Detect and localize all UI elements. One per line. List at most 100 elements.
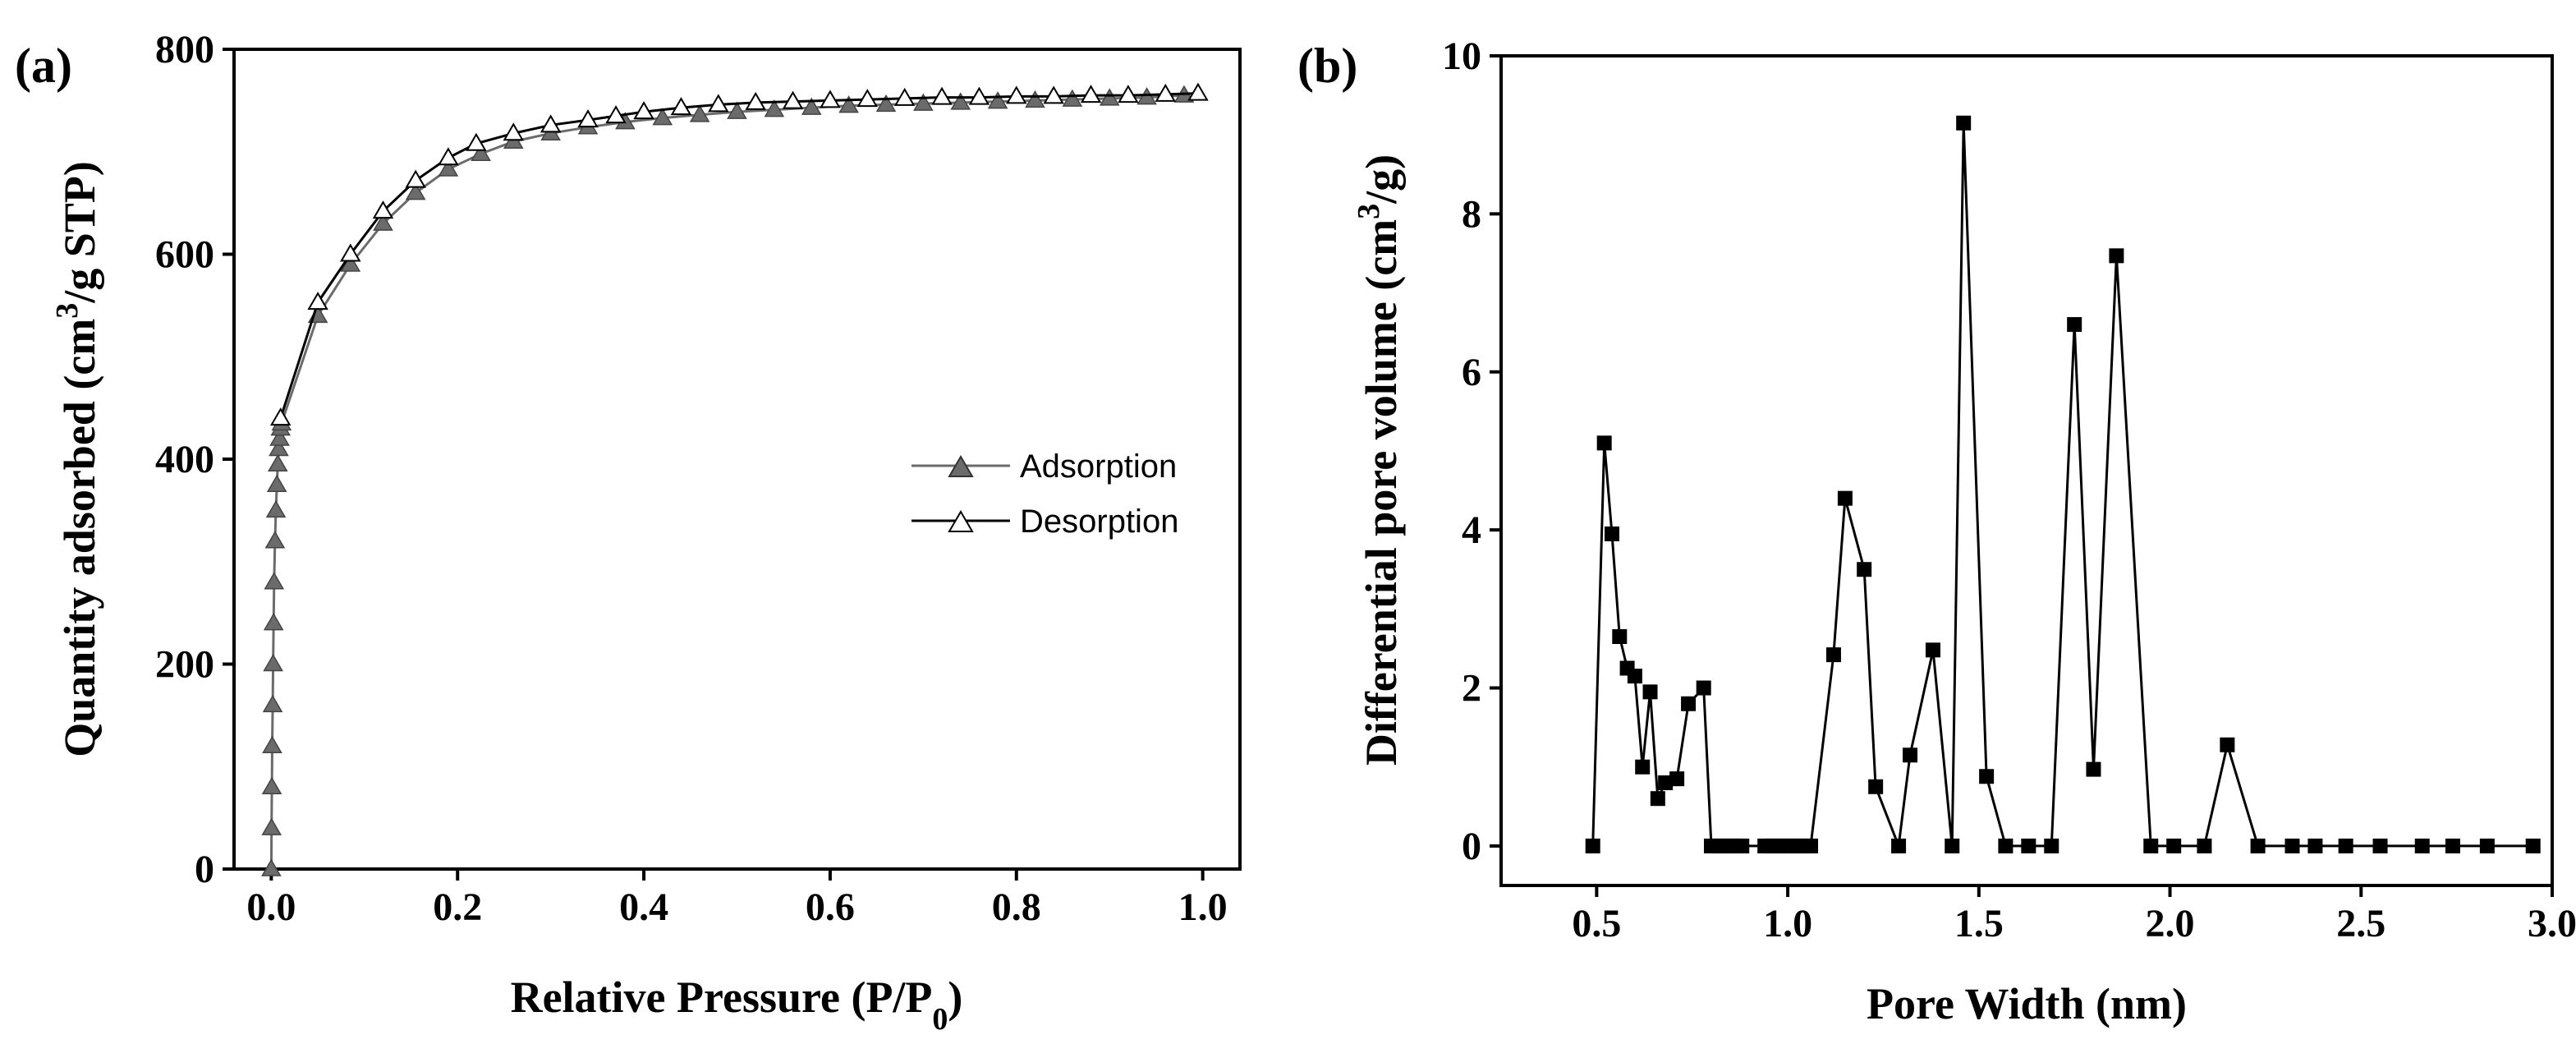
panel-b-data-point bbox=[1604, 526, 1619, 541]
legend-adsorption-label: Adsorption bbox=[1020, 448, 1177, 485]
panel-a-desorption-point bbox=[540, 114, 562, 133]
panel-b-plot-frame bbox=[1499, 54, 2554, 887]
panel-b-data-point bbox=[1803, 838, 1819, 853]
panel-a-x-title-main: Relative Pressure (P/P bbox=[511, 973, 933, 1022]
panel-a-adsorption-point bbox=[405, 182, 426, 200]
panel-a-y-title-main: Quantity adsorbed (cm bbox=[55, 319, 104, 757]
panel-b-data-point bbox=[1650, 791, 1665, 807]
panel-a-desorption-point bbox=[931, 86, 953, 105]
panel-b-data-point bbox=[1635, 759, 1651, 775]
panel-b-data-point bbox=[2086, 761, 2101, 777]
panel-a-adsorption-point bbox=[1062, 89, 1083, 107]
panel-a-chart: (a) 0.0 0.2 0.4 0.6 0.8 1.0 0 200 400 600 800 Adso… bbox=[15, 28, 1242, 1037]
panel-a-desorption-point bbox=[1155, 83, 1176, 102]
panel-a-adsorption-point bbox=[263, 654, 283, 672]
panel-a-y-title-sup: 3 bbox=[50, 303, 85, 319]
panel-b-data-point bbox=[2479, 838, 2495, 853]
panel-a-adsorption-point bbox=[838, 95, 859, 113]
legend-desorption-marker bbox=[948, 510, 974, 532]
panel-a-adsorption-point bbox=[652, 108, 673, 126]
panel-a-y-tick-label: 0 bbox=[195, 848, 214, 891]
panel-b-data-point bbox=[1891, 838, 1907, 853]
panel-a-adsorption-point bbox=[913, 93, 934, 111]
panel-b-data-point bbox=[2445, 838, 2460, 853]
panel-b-data-point bbox=[2109, 248, 2124, 264]
panel-b-data-point bbox=[1681, 696, 1697, 711]
panel-b-y-tick-label: 0 bbox=[1462, 825, 1481, 868]
panel-b-data-point bbox=[1669, 771, 1685, 787]
panel-b-data-point bbox=[1956, 115, 1972, 131]
panel-b-x-axis-title: Pore Width (nm) bbox=[1867, 979, 2187, 1028]
panel-b-data-point bbox=[1825, 647, 1841, 663]
panel-a-desorption-point bbox=[670, 97, 692, 116]
panel-a-desorption-point bbox=[782, 90, 804, 109]
panel-a-adsorption-point bbox=[801, 97, 822, 115]
panel-b-data-point bbox=[2197, 838, 2212, 853]
panel-b-y-tick-label: 2 bbox=[1462, 667, 1481, 711]
panel-a-adsorption-point bbox=[987, 91, 1008, 109]
panel-a-adsorption-point bbox=[264, 531, 286, 549]
panel-b-data-point bbox=[1868, 779, 1884, 794]
panel-a-desorption-point bbox=[438, 147, 459, 166]
panel-b-chart: (b) 0.5 1.0 1.5 2.0 2.5 3.0 0 2 4 6 8 10 Pore Width… bbox=[1297, 34, 2576, 1028]
panel-a-desorption-point bbox=[893, 87, 916, 106]
panel-a-desorption-point bbox=[1118, 85, 1139, 103]
panel-b-data-point bbox=[2067, 317, 2082, 333]
panel-a-desorption-point bbox=[968, 86, 990, 105]
panel-a-y-tick-label: 200 bbox=[155, 643, 214, 687]
panel-b-data-point bbox=[1585, 838, 1600, 853]
panel-b-x-tick-label: 2.5 bbox=[2336, 902, 2385, 945]
panel-b-data-point bbox=[1627, 669, 1642, 684]
panel-b-data-point bbox=[2220, 737, 2235, 752]
panel-a-adsorption-point bbox=[950, 92, 971, 110]
panel-b-data-point bbox=[2044, 838, 2059, 853]
panel-a-desorption-point bbox=[745, 91, 766, 110]
panel-b-data-point bbox=[2372, 838, 2388, 853]
panel-a-y-tick-label: 600 bbox=[155, 233, 214, 277]
panel-a-label: (a) bbox=[15, 39, 72, 93]
panel-b-y-axis-title: Differential pore volume (cm3/g) bbox=[1352, 154, 1406, 766]
panel-a-x-title-end: ) bbox=[948, 973, 962, 1022]
panel-a-x-tick-label: 0.4 bbox=[619, 885, 668, 929]
panel-a-desorption-point bbox=[503, 122, 525, 141]
panel-b-data-point bbox=[2021, 838, 2036, 853]
panel-a-desorption-point bbox=[372, 200, 394, 219]
panel-a-x-tick-label: 0.2 bbox=[433, 885, 482, 929]
panel-b-data-point bbox=[1903, 747, 1918, 763]
panel-b-y-title-sup: 3 bbox=[1352, 204, 1386, 219]
panel-b-data-point bbox=[1696, 680, 1711, 696]
panel-a-adsorption-point bbox=[689, 104, 710, 122]
panel-b-data-point bbox=[1857, 562, 1872, 577]
panel-a-y-title-end: /g STP) bbox=[55, 161, 104, 304]
panel-a-desorption-point bbox=[307, 292, 328, 310]
panel-b-data-point bbox=[1612, 629, 1628, 644]
panel-a-adsorption-point bbox=[262, 735, 282, 754]
panel-b-data-point bbox=[2525, 838, 2541, 853]
panel-a-desorption-point bbox=[1006, 85, 1027, 104]
panel-a-adsorption-point bbox=[268, 453, 288, 471]
panel-a-adsorption-point bbox=[727, 101, 747, 119]
panel-b-y-tick-label: 6 bbox=[1462, 351, 1481, 394]
panel-a-desorption-point bbox=[405, 169, 426, 188]
panel-a-desorption-point bbox=[466, 132, 487, 151]
panel-b-label: (b) bbox=[1297, 39, 1357, 93]
panel-b-data-point bbox=[1642, 684, 1658, 700]
panel-a-adsorption-point bbox=[266, 474, 287, 492]
panel-b-data-point bbox=[1979, 769, 1995, 784]
panel-a-adsorption-point bbox=[764, 99, 785, 117]
panel-a-desorption-point bbox=[856, 89, 879, 108]
panel-a-series-line-desorption bbox=[279, 92, 1199, 419]
panel-a-adsorption-point bbox=[438, 159, 459, 177]
panel-b-data-point bbox=[1925, 642, 1940, 658]
panel-a-adsorption-point bbox=[265, 499, 287, 518]
panel-a-desorption-point bbox=[633, 101, 654, 120]
panel-a-y-axis-title: Quantity adsorbed (cm3/g STP) bbox=[50, 161, 104, 757]
panel-b-series-line-pore-size-distribution bbox=[1591, 122, 2533, 848]
panel-b-x-tick-label: 0.5 bbox=[1572, 902, 1621, 945]
panel-a-adsorption-point bbox=[875, 94, 897, 113]
legend-adsorption-marker bbox=[948, 455, 974, 477]
panel-a-desorption-point bbox=[1043, 85, 1064, 104]
panel-b-data-point bbox=[1998, 838, 2014, 853]
panel-a-adsorption-point bbox=[373, 213, 393, 231]
panel-b-y-title-end: /g) bbox=[1357, 154, 1406, 205]
